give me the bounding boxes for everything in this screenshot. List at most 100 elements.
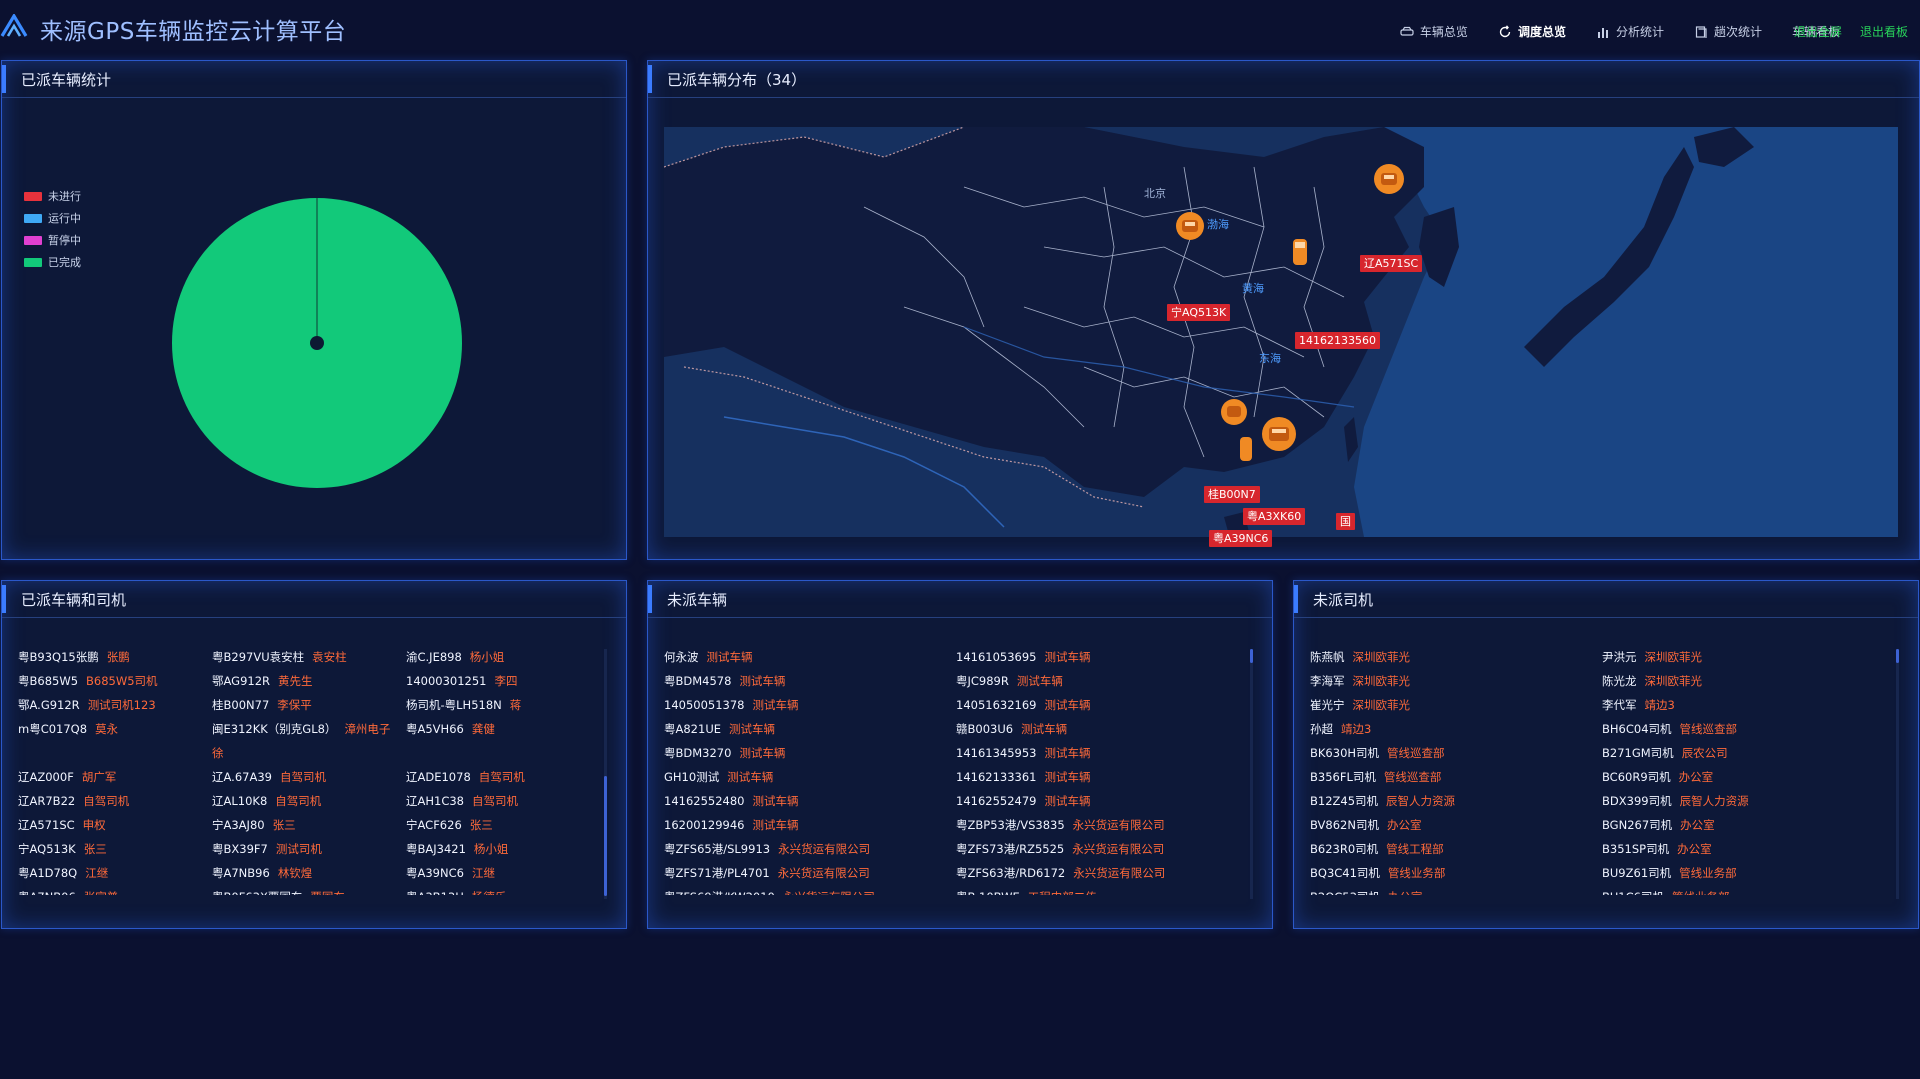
vehicle-plate-label[interactable]: 国 — [1336, 513, 1355, 530]
list-item[interactable]: 粤A3B13H 杨德乐 — [406, 885, 598, 895]
vehicle-plate-label[interactable]: 桂B00N7 — [1204, 486, 1260, 503]
list-item[interactable]: 粤ZFS65港/SL9913 永兴货运有限公司 — [664, 837, 956, 861]
list-item[interactable]: 宁ACF626 张三 — [406, 813, 598, 837]
map-canvas[interactable] — [663, 126, 1898, 537]
list-item[interactable]: 粤JC989R 测试车辆 — [956, 669, 1244, 693]
list-item[interactable]: 宁AQ513K 张三 — [18, 837, 212, 861]
car-marker-icon[interactable] — [1370, 163, 1408, 195]
nav-vehicle-overview[interactable]: 车辆总览 — [1400, 23, 1468, 40]
list-item[interactable]: B12Z45司机 辰智人力资源 — [1310, 789, 1602, 813]
list-item[interactable]: 杨司机-粤LH518N 蒋 — [406, 693, 598, 717]
legend-item-not-started[interactable]: 未进行 — [24, 185, 81, 207]
list-item[interactable]: 粤B93Q15张鹏 张鹏 — [18, 645, 212, 669]
car-marker-icon[interactable] — [1218, 397, 1250, 427]
list-item[interactable]: BH6C04司机 管线巡查部 — [1602, 717, 1890, 741]
vehicle-plate-label[interactable]: 14162133560 — [1295, 332, 1380, 349]
list-item[interactable]: GH10测试 测试车辆 — [664, 765, 956, 789]
list-item[interactable]: 14162552480 测试车辆 — [664, 789, 956, 813]
list-item[interactable] — [406, 741, 598, 765]
list-item[interactable]: 粤A7NB96 林钦煌 — [212, 861, 406, 885]
list-item[interactable]: 辽A571SC 申权 — [18, 813, 212, 837]
scrollbar[interactable] — [1250, 649, 1253, 899]
list-item[interactable]: 粤B.10BWE 工程内部二传 — [956, 885, 1244, 895]
list-item[interactable]: BGN267司机 办公室 — [1602, 813, 1890, 837]
list-item[interactable]: 鄂AG912R 黄先生 — [212, 669, 406, 693]
list-item[interactable]: B271GM司机 辰农公司 — [1602, 741, 1890, 765]
scrollbar[interactable] — [604, 649, 607, 899]
list-item[interactable]: 14051632169 测试车辆 — [956, 693, 1244, 717]
list-item[interactable]: 辽A.67A39 自驾司机 — [212, 765, 406, 789]
list-item[interactable]: 粤BDM3270 测试车辆 — [664, 741, 956, 765]
legend-item-completed[interactable]: 已完成 — [24, 251, 81, 273]
list-item[interactable]: 16200129946 测试车辆 — [664, 813, 956, 837]
list-item[interactable]: 粤ZFS63港/RD6172 永兴货运有限公司 — [956, 861, 1244, 885]
list-item[interactable]: 粤BDM4578 测试车辆 — [664, 669, 956, 693]
list-item[interactable]: 14162552479 测试车辆 — [956, 789, 1244, 813]
list-item[interactable]: B351SP司机 办公室 — [1602, 837, 1890, 861]
dispatched-list[interactable]: 粤B93Q15张鹏 张鹏 粤B685W5 B685W5司机 鄂A.G912R 测试司机12… — [18, 645, 598, 895]
list-item[interactable] — [18, 741, 212, 765]
list-item[interactable]: 14000301251 李四 — [406, 669, 598, 693]
list-item[interactable]: 粤B297VU袁安柱 袁安柱 — [212, 645, 406, 669]
vehicle-plate-label[interactable]: 粤A3XK60 — [1243, 508, 1306, 525]
list-item[interactable]: 辽AR7B22 自驾司机 — [18, 789, 212, 813]
list-item[interactable]: 辽AH1C38 自驾司机 — [406, 789, 598, 813]
nav-vehicle-board[interactable]: 车辆看板 — [1792, 23, 1840, 40]
list-item[interactable]: 粤B685W5 B685W5司机 — [18, 669, 212, 693]
list-item[interactable]: BDX399司机 辰智人力资源 — [1602, 789, 1890, 813]
list-item[interactable]: 宁A3AJ80 张三 — [212, 813, 406, 837]
list-item[interactable]: 渝C.JE898 杨小姐 — [406, 645, 598, 669]
list-item[interactable]: 14161345953 测试车辆 — [956, 741, 1244, 765]
list-item[interactable]: B356FL司机 管线巡查部 — [1310, 765, 1602, 789]
list-item[interactable]: 尹洪元 深圳欧菲光 — [1602, 645, 1890, 669]
list-item[interactable]: 粤A5VH66 龚健 — [406, 717, 598, 741]
list-item[interactable]: 辽ADE1078 自驾司机 — [406, 765, 598, 789]
car-marker-icon[interactable] — [1292, 238, 1308, 266]
vehicle-plate-label[interactable]: 辽A571SC — [1360, 255, 1423, 272]
scrollbar-thumb[interactable] — [1896, 649, 1899, 663]
list-item[interactable]: BV862N司机 办公室 — [1310, 813, 1602, 837]
list-item[interactable]: 桂B00N77 李保平 — [212, 693, 406, 717]
list-item[interactable]: 李代军 靖边3 — [1602, 693, 1890, 717]
list-item[interactable]: 鄂A.G912R 测试司机123 — [18, 693, 212, 717]
exit-board-link[interactable]: 退出看板 — [1859, 25, 1908, 39]
list-item[interactable]: 14162133361 测试车辆 — [956, 765, 1244, 789]
car-marker-icon[interactable] — [1257, 415, 1301, 453]
scrollbar-thumb[interactable] — [1250, 649, 1253, 663]
list-item[interactable]: 粤ZBP53港/VS3835 永兴货运有限公司 — [956, 813, 1244, 837]
list-item[interactable]: BC60R9司机 办公室 — [1602, 765, 1890, 789]
list-item[interactable]: 粤BAJ3421 杨小姐 — [406, 837, 598, 861]
list-item[interactable]: 辽AL10K8 自驾司机 — [212, 789, 406, 813]
list-item[interactable]: BU9Z61司机 管线业务部 — [1602, 861, 1890, 885]
list-item[interactable]: 陈燕帆 深圳欧菲光 — [1310, 645, 1602, 669]
list-item[interactable]: B623R0司机 管线工程部 — [1310, 837, 1602, 861]
nav-trip-stats[interactable]: 趟次统计 — [1694, 23, 1762, 40]
exit-fullscreen-link[interactable]: 退出全屏 — [1793, 25, 1842, 39]
list-item[interactable]: 辽AZ000F 胡广军 — [18, 765, 212, 789]
undispatched-vehicles-list[interactable]: 何永波 测试车辆 粤BDM4578 测试车辆 14050051378 测试车辆 粤A821U… — [664, 645, 1244, 895]
list-item[interactable]: 14050051378 测试车辆 — [664, 693, 956, 717]
list-item[interactable]: 粤ZFS71港/PL4701 永兴货运有限公司 — [664, 861, 956, 885]
list-item[interactable]: 粤A1D78Q 江继 — [18, 861, 212, 885]
list-item[interactable]: 何永波 测试车辆 — [664, 645, 956, 669]
scrollbar[interactable] — [1896, 649, 1899, 899]
legend-item-running[interactable]: 运行中 — [24, 207, 81, 229]
list-item[interactable]: m粤C017Q8 莫永 — [18, 717, 212, 741]
list-item[interactable]: 李海军 深圳欧菲光 — [1310, 669, 1602, 693]
nav-analysis-stats[interactable]: 分析统计 — [1596, 23, 1664, 40]
dispatched-status-pie-chart[interactable] — [172, 198, 462, 488]
nav-dispatch-overview[interactable]: 调度总览 — [1498, 23, 1566, 40]
list-item[interactable]: 崔光宁 深圳欧菲光 — [1310, 693, 1602, 717]
list-item[interactable]: BK630H司机 管线巡查部 — [1310, 741, 1602, 765]
car-marker-icon[interactable] — [1239, 436, 1253, 462]
list-item[interactable]: 粤A821UE 测试车辆 — [664, 717, 956, 741]
list-item[interactable]: 粤B0F63X贾国东 贾国东 — [212, 885, 406, 895]
list-item[interactable]: 粤ZFS73港/RZ5525 永兴货运有限公司 — [956, 837, 1244, 861]
vehicle-map[interactable]: 渤海 黄海 东海 北京 辽A571SC 宁AQ513K 14162133560 … — [663, 126, 1898, 547]
list-item[interactable]: 陈光龙 深圳欧菲光 — [1602, 669, 1890, 693]
vehicle-plate-label[interactable]: 宁AQ513K — [1167, 304, 1231, 321]
list-item[interactable]: 孙超 靖边3 — [1310, 717, 1602, 741]
list-item[interactable]: 粤ZFS69港/KW2010 永兴货运有限公司 — [664, 885, 956, 895]
car-marker-icon[interactable] — [1172, 211, 1208, 241]
list-item[interactable]: 粤A39NC6 江继 — [406, 861, 598, 885]
